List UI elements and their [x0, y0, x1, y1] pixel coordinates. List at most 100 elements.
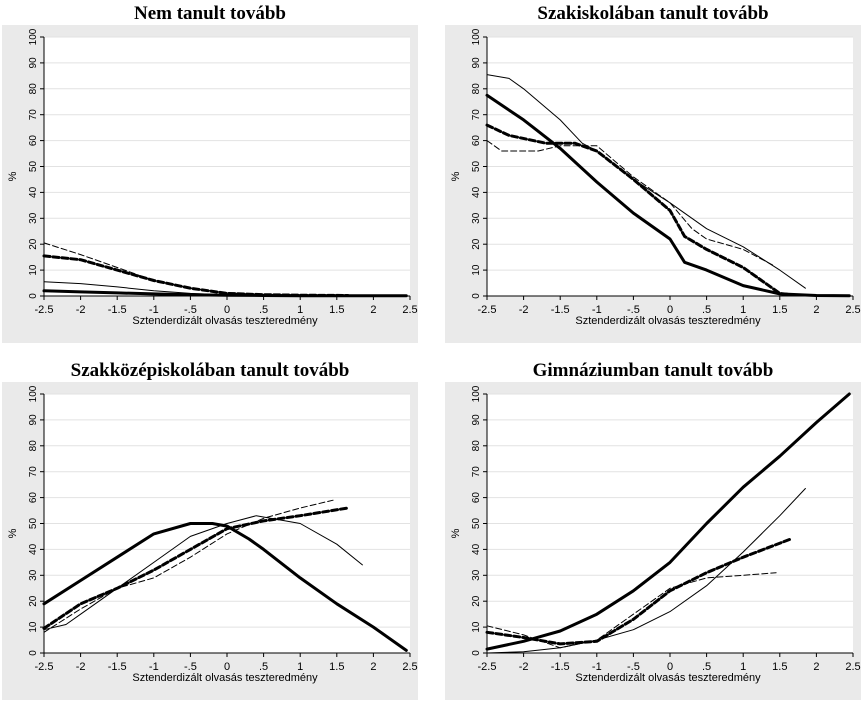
y-tick-label: 100 [471, 28, 482, 45]
y-tick-label: 80 [471, 83, 482, 95]
y-axis-label: % [450, 528, 462, 538]
y-tick-label: 50 [471, 161, 482, 173]
y-tick-label: 80 [28, 83, 39, 95]
x-tick-label: 0 [224, 661, 230, 673]
y-tick-label: 90 [471, 414, 482, 426]
series-line-thick-dashed [485, 123, 793, 297]
series-line-thin-solid [43, 281, 250, 296]
x-tick-label: 1 [740, 304, 746, 316]
series-line-thin-solid [486, 488, 806, 654]
y-tick-label: 80 [471, 440, 482, 452]
x-tick-label: 2.5 [402, 304, 417, 316]
x-tick-label: -1.5 [108, 304, 127, 316]
x-tick-label: -1.5 [108, 661, 127, 673]
y-tick-label: 50 [28, 518, 39, 530]
y-tick-label: 40 [28, 186, 39, 198]
chart-panel-2: Szakiskolában tanult tovább 0 10 20 30 40 50 6… [445, 0, 861, 343]
x-tick-label: .5 [259, 304, 268, 316]
y-tick-label: 0 [471, 650, 482, 656]
x-tick-label: -1 [149, 304, 159, 316]
x-tick-label: 1 [297, 661, 303, 673]
y-tick-label: 70 [471, 109, 482, 121]
x-tick-label: 2.5 [845, 661, 860, 673]
x-tick-label: 0 [224, 304, 230, 316]
x-tick-label: 2.5 [402, 661, 417, 673]
y-tick-label: 10 [471, 621, 482, 633]
y-tick-label: 20 [471, 595, 482, 607]
x-tick-label: 0 [667, 661, 673, 673]
series-line-thin-solid [43, 515, 363, 631]
x-tick-label: -2.5 [478, 304, 497, 316]
y-tick-label: 90 [28, 414, 39, 426]
chart-svg: 0 10 20 30 40 50 60 70 80 90 100 -2.5 -2 -1.5 -1 -.5 0 .5… [445, 382, 861, 700]
x-tick-label: -2 [519, 661, 529, 673]
x-tick-label: -2 [519, 304, 529, 316]
y-tick-label: 60 [471, 135, 482, 147]
chart-title: Gimnáziumban tanult tovább [532, 360, 774, 381]
chart-title: Szakiskolában tanult tovább [537, 3, 769, 24]
y-tick-label: 10 [28, 621, 39, 633]
y-tick-label: 30 [28, 212, 39, 224]
x-tick-label: -.5 [627, 304, 640, 316]
y-tick-label: 30 [28, 569, 39, 581]
x-tick-label: -1 [149, 661, 159, 673]
series-line-thin-dashed [486, 140, 773, 266]
x-tick-label: 2 [813, 304, 819, 316]
series-line-thin-dashed [43, 499, 334, 633]
x-tick-label: 0 [667, 304, 673, 316]
x-tick-label: -.5 [627, 661, 640, 673]
chart-svg: 0 10 20 30 40 50 60 70 80 90 100 -2.5 -2 -1.5 -1 -.5 0 .5… [2, 25, 418, 343]
y-axis-label: % [7, 171, 19, 181]
y-tick-label: 100 [471, 385, 482, 402]
y-tick-label: 90 [471, 57, 482, 69]
x-tick-label: 1 [740, 661, 746, 673]
x-tick-label: -1 [592, 661, 602, 673]
chart-panel-3: Szakközépiskolában tanult tovább 0 10 20 30… [2, 357, 418, 700]
chart-title: Szakközépiskolában tanult tovább [70, 360, 350, 381]
x-tick-label: 2 [813, 661, 819, 673]
y-tick-label: 10 [471, 264, 482, 276]
x-tick-label: -.5 [184, 661, 197, 673]
y-tick-label: 30 [471, 212, 482, 224]
x-tick-label: -1 [592, 304, 602, 316]
x-tick-label: -2.5 [35, 304, 54, 316]
y-tick-label: 70 [471, 466, 482, 478]
y-tick-label: 40 [28, 543, 39, 555]
chart-title: Nem tanult tovább [133, 3, 286, 24]
x-tick-label: -.5 [184, 304, 197, 316]
y-tick-label: 40 [471, 186, 482, 198]
x-tick-label: -2 [76, 304, 86, 316]
x-tick-label: 1.5 [772, 661, 787, 673]
series-line-thick-solid [42, 522, 408, 652]
y-tick-label: 60 [28, 492, 39, 504]
y-tick-label: 0 [471, 293, 482, 299]
y-tick-label: 30 [471, 569, 482, 581]
chart-svg: 0 10 20 30 40 50 60 70 80 90 100 -2.5 -2 -1.5 -1 -.5 0 .5… [2, 382, 418, 700]
y-tick-label: 100 [28, 385, 39, 402]
y-tick-label: 50 [471, 518, 482, 530]
x-axis-label: Sztenderdizált olvasás teszteredmény [575, 672, 761, 684]
x-tick-label: -1.5 [551, 661, 570, 673]
y-tick-label: 90 [28, 57, 39, 69]
x-tick-label: 1 [297, 304, 303, 316]
chart-svg: 0 10 20 30 40 50 60 70 80 90 100 -2.5 -2 -1.5 -1 -.5 0 .5… [445, 25, 861, 343]
x-axis-label: Sztenderdizált olvasás teszteredmény [132, 672, 318, 684]
y-tick-label: 60 [28, 135, 39, 147]
y-tick-label: 20 [471, 238, 482, 250]
x-tick-label: -2.5 [478, 661, 497, 673]
y-tick-label: 70 [28, 466, 39, 478]
series-line-thin-dashed [486, 572, 777, 649]
x-tick-label: -1.5 [551, 304, 570, 316]
series-line-thick-solid [485, 392, 851, 651]
x-tick-label: 1.5 [329, 661, 344, 673]
x-tick-label: -2 [76, 661, 86, 673]
y-tick-label: 70 [28, 109, 39, 121]
y-tick-label: 0 [28, 293, 39, 299]
y-tick-label: 100 [28, 28, 39, 45]
x-tick-label: 1.5 [329, 304, 344, 316]
y-tick-label: 20 [28, 595, 39, 607]
y-tick-label: 0 [28, 650, 39, 656]
x-tick-label: 1.5 [772, 304, 787, 316]
series-line-thin-dashed [43, 242, 334, 296]
y-tick-label: 50 [28, 161, 39, 173]
